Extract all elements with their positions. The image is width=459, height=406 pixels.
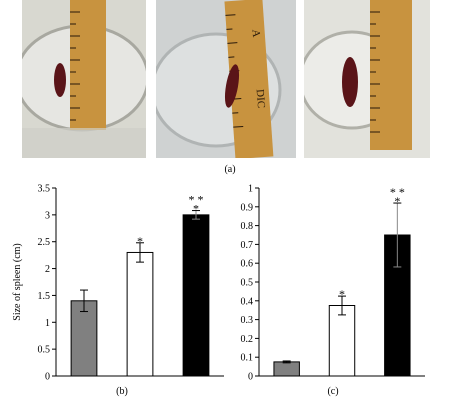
spleen-specimen-3	[342, 57, 358, 107]
spleen-photo-control	[22, 0, 146, 158]
bar-3	[182, 214, 210, 377]
significance-mark-3: *	[394, 194, 400, 208]
y-tick-label: 0.9	[241, 202, 254, 213]
panel-b-label: (b)	[116, 386, 128, 397]
y-tick-label: 1.5	[38, 291, 51, 302]
bar-2	[328, 305, 356, 377]
significance-mark-3: *	[193, 202, 199, 216]
significance-mark-3: * *	[390, 185, 405, 199]
bar-1	[273, 361, 300, 377]
ruler-text-2: A	[250, 29, 263, 38]
y-tick-label: 0.8	[241, 221, 254, 232]
y-tick-label: 0.7	[241, 240, 254, 251]
y-tick-label: 3	[45, 210, 50, 221]
y-tick-label: 0.5	[241, 278, 254, 289]
spleen-specimen-2	[224, 64, 240, 108]
y-axis-label: Size of spleen (cm)	[12, 243, 23, 320]
spleen-specimen-1	[54, 63, 66, 97]
spleen-photo-row: DIC A	[0, 0, 459, 160]
y-tick-label: 0.3	[241, 315, 254, 326]
y-tick-label: 0.4	[241, 296, 254, 307]
y-tick-label: 2.5	[38, 237, 51, 248]
y-tick-label: 3.5	[38, 184, 51, 195]
y-tick-label: 2	[45, 264, 50, 275]
significance-mark-2: *	[137, 234, 143, 248]
spleen-photo-group-2: DIC A	[156, 0, 296, 158]
ruler-text: DIC	[254, 89, 267, 109]
y-tick-label: 0	[45, 372, 50, 383]
significance-mark-3: * *	[189, 193, 204, 207]
y-tick-label: 1	[45, 318, 50, 329]
panel-a-label: (a)	[224, 164, 236, 175]
y-tick-label: 0.2	[241, 334, 254, 345]
y-tick-label: 0.5	[38, 345, 51, 356]
spleen-photo-group-3	[304, 0, 430, 158]
bar-2	[126, 251, 154, 377]
significance-mark-2: *	[339, 287, 345, 301]
y-tick-label: 0.1	[241, 353, 254, 364]
panel-c-label: (c)	[327, 386, 339, 397]
y-tick-label: 0.6	[241, 259, 254, 270]
y-tick-label: 0	[248, 372, 253, 383]
bar-1	[70, 300, 98, 377]
chart-spleen-weight: 00.10.20.30.40.50.60.70.80.91Weight of s…	[241, 184, 425, 383]
y-tick-label: 1	[248, 184, 253, 195]
